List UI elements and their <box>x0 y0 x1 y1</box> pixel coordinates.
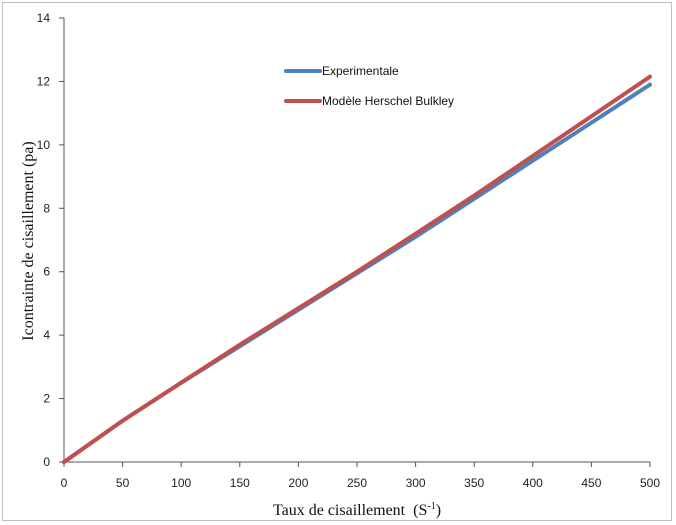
legend-label-herschel-bulkley: Modèle Herschel Bulkley <box>322 94 454 108</box>
y-tick-label: 6 <box>43 265 50 279</box>
y-tick-label: 0 <box>43 455 50 469</box>
x-tick-label: 100 <box>171 476 191 490</box>
ticks: 0 50 100 150 200 250 300 350 400 450 500 0 2 4 6 8 10 12 1… <box>37 11 661 490</box>
y-axis-title: Icontrainte de cisaillement (pa) <box>20 141 37 340</box>
x-tick-label: 500 <box>640 476 660 490</box>
x-tick-label: 250 <box>347 476 367 490</box>
legend: Experimentale Modèle Herschel Bulkley <box>284 64 454 108</box>
y-tick-label: 8 <box>43 201 50 215</box>
y-tick-label: 14 <box>37 11 51 25</box>
x-tick-label: 450 <box>581 476 601 490</box>
x-tick-label: 150 <box>230 476 250 490</box>
x-axis-title-text: Taux de cisaillement <box>273 502 406 519</box>
x-tick-label: 0 <box>61 476 68 490</box>
x-tick-label: 350 <box>464 476 484 490</box>
y-tick-label: 12 <box>37 74 51 88</box>
y-tick-label: 4 <box>43 328 50 342</box>
legend-label-experimentale: Experimentale <box>322 64 399 78</box>
axes <box>63 18 650 463</box>
x-axis-unit: S <box>418 502 427 519</box>
y-tick-label: 2 <box>43 392 50 406</box>
x-axis-unit-exponent: -1 <box>427 501 435 512</box>
x-tick-label: 200 <box>288 476 308 490</box>
series <box>62 74 652 464</box>
x-axis-title: Taux de cisaillement (S-1) <box>273 501 441 519</box>
x-tick-label: 50 <box>116 476 130 490</box>
x-tick-label: 400 <box>523 476 543 490</box>
y-tick-label: 10 <box>37 138 51 152</box>
x-tick-label: 300 <box>406 476 426 490</box>
series-line-herschel-bulkley <box>62 74 652 464</box>
chart-frame <box>2 2 672 521</box>
